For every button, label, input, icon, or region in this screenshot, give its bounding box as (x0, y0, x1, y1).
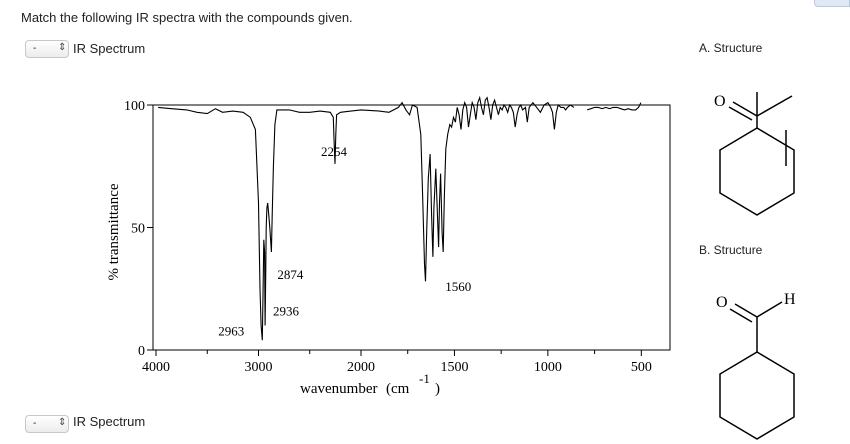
x-axis-unit-close: ) (435, 381, 440, 397)
peak-label: 2874 (277, 267, 304, 282)
y-tick-label: 0 (138, 344, 145, 359)
match-select-2-value: - (33, 418, 37, 429)
x-axis-unit-exponent: -1 (419, 371, 430, 386)
x-axis-unit: (cm (386, 381, 410, 397)
spectrum-line-1 (158, 95, 575, 341)
structure-b-label: B. Structure (699, 243, 763, 257)
peak-label: 1560 (445, 279, 471, 294)
structure-b-oxygen-label: O (716, 294, 728, 311)
y-tick-label: 100 (124, 99, 145, 114)
question-text: Match the following IR spectra with the … (21, 10, 353, 25)
peak-label: 2963 (218, 323, 244, 338)
x-tick-label: 4000 (142, 360, 170, 375)
x-tick-label: 500 (631, 360, 652, 375)
match-select-1-value: - (33, 43, 37, 54)
svg-text:O: O (714, 93, 726, 110)
x-tick-label: 3000 (245, 360, 273, 375)
x-tick-label: 1500 (440, 360, 468, 375)
x-axis-label: wavenumber (300, 381, 377, 397)
plot-frame (152, 104, 671, 351)
y-axis-label: % transmittance (106, 183, 122, 280)
x-tick-label: 1000 (534, 360, 562, 375)
match-label-1: IR Spectrum (73, 41, 146, 56)
match-select-1[interactable]: - ⇕ (25, 40, 69, 58)
y-tick-label: 50 (131, 222, 145, 237)
match-label-2: IR Spectrum (73, 414, 146, 429)
spectrum-line-2 (586, 102, 642, 111)
structure-a-label: A. Structure (699, 41, 763, 55)
select-arrows-icon: ⇕ (58, 417, 67, 428)
x-tick-label: 2000 (347, 360, 375, 375)
select-arrows-icon: ⇕ (58, 42, 67, 53)
peak-label: 2936 (273, 304, 300, 319)
match-select-2[interactable]: - ⇕ (25, 415, 69, 433)
structure-a-cyclohexenyl-methyl-ketone-icon: O (714, 92, 795, 216)
structure-b-hydrogen-label: H (784, 291, 796, 308)
structure-b-cyclohexanecarbaldehyde-icon: O H (716, 291, 796, 440)
peak-label: 2254 (321, 144, 348, 159)
